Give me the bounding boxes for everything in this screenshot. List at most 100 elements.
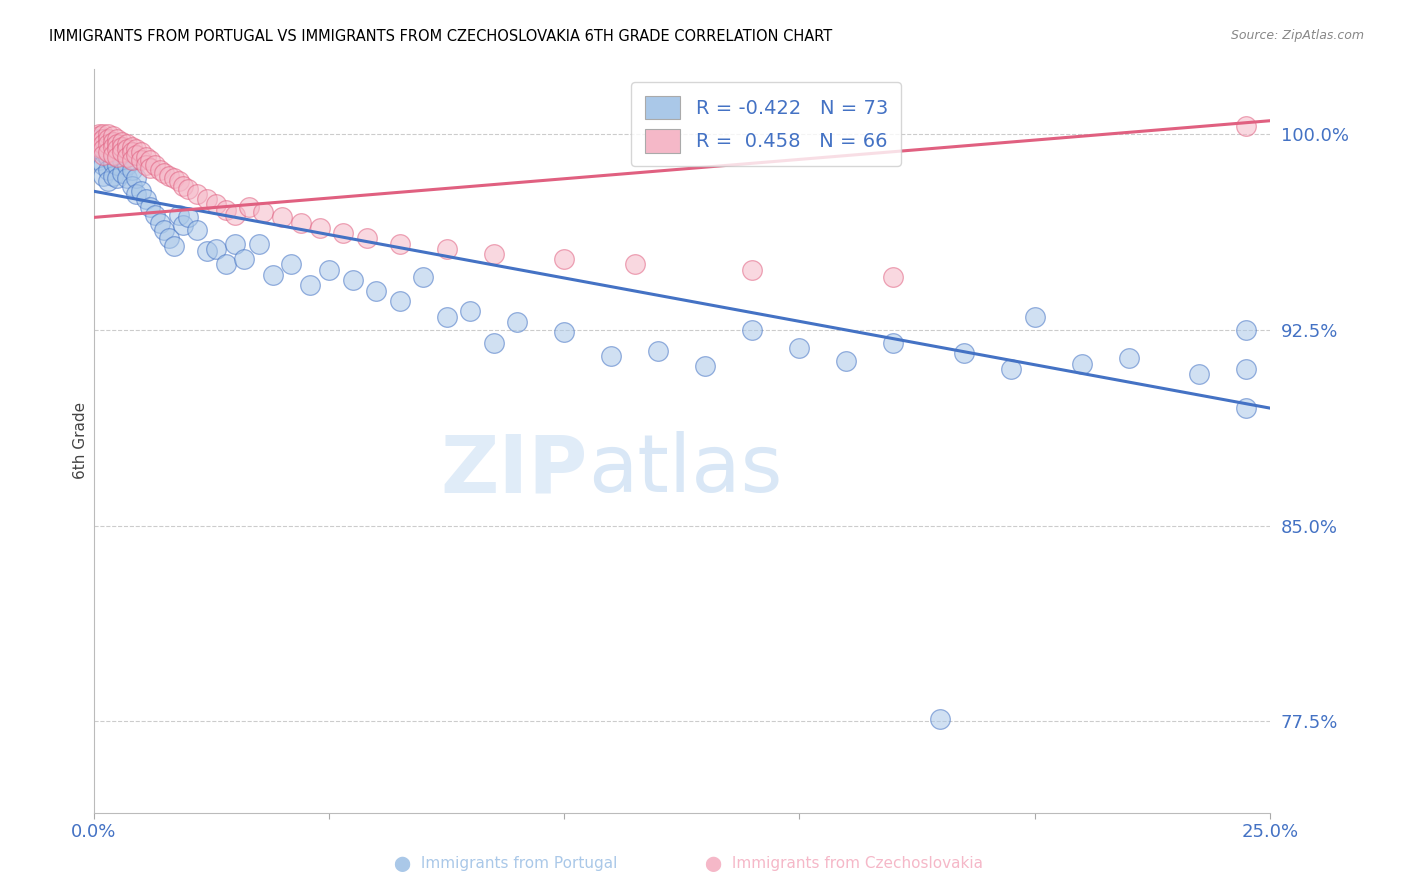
Point bbox=[153, 166, 176, 180]
Point bbox=[172, 179, 194, 194]
Text: Source: ZipAtlas.com: Source: ZipAtlas.com bbox=[1230, 29, 1364, 42]
Point bbox=[1000, 362, 1022, 376]
Text: ⬤  Immigrants from Czechoslovakia: ⬤ Immigrants from Czechoslovakia bbox=[704, 856, 983, 872]
Point bbox=[91, 169, 114, 183]
Point bbox=[356, 231, 378, 245]
Point bbox=[157, 169, 180, 183]
Point bbox=[91, 145, 114, 160]
Point bbox=[101, 140, 124, 154]
Point bbox=[412, 270, 434, 285]
Point bbox=[482, 335, 505, 350]
Point bbox=[91, 137, 114, 152]
Point bbox=[87, 127, 110, 141]
Legend: R = -0.422   N = 73, R =  0.458   N = 66: R = -0.422 N = 73, R = 0.458 N = 66 bbox=[631, 82, 901, 166]
Point bbox=[129, 145, 152, 160]
Point bbox=[342, 273, 364, 287]
Point bbox=[121, 145, 143, 160]
Point bbox=[600, 349, 623, 363]
Point bbox=[135, 150, 157, 164]
Point bbox=[1234, 323, 1257, 337]
Point bbox=[107, 143, 129, 157]
Point bbox=[366, 284, 388, 298]
Point bbox=[1070, 357, 1092, 371]
Point bbox=[135, 192, 157, 206]
Point bbox=[299, 278, 322, 293]
Point bbox=[87, 143, 110, 157]
Point bbox=[129, 184, 152, 198]
Point bbox=[101, 155, 124, 169]
Text: atlas: atlas bbox=[588, 432, 782, 509]
Point bbox=[882, 270, 904, 285]
Point bbox=[125, 143, 148, 157]
Point bbox=[167, 208, 190, 222]
Point bbox=[125, 186, 148, 201]
Point bbox=[115, 137, 138, 152]
Point bbox=[101, 135, 124, 149]
Y-axis label: 6th Grade: 6th Grade bbox=[73, 402, 89, 479]
Point bbox=[91, 143, 114, 157]
Point bbox=[87, 153, 110, 167]
Point bbox=[115, 143, 138, 157]
Point bbox=[125, 147, 148, 161]
Point bbox=[139, 153, 162, 167]
Point bbox=[135, 158, 157, 172]
Point bbox=[91, 132, 114, 146]
Point bbox=[115, 158, 138, 172]
Point bbox=[97, 163, 120, 178]
Point bbox=[332, 226, 354, 240]
Point bbox=[695, 359, 717, 374]
Point bbox=[1234, 401, 1257, 415]
Point bbox=[233, 252, 256, 267]
Point bbox=[153, 223, 176, 237]
Point bbox=[107, 132, 129, 146]
Point bbox=[238, 200, 260, 214]
Point bbox=[107, 171, 129, 186]
Text: ZIP: ZIP bbox=[440, 432, 588, 509]
Point bbox=[101, 147, 124, 161]
Point bbox=[1234, 119, 1257, 133]
Point bbox=[143, 158, 166, 172]
Point bbox=[107, 158, 129, 172]
Point bbox=[87, 129, 110, 144]
Point bbox=[125, 171, 148, 186]
Point bbox=[139, 161, 162, 175]
Point bbox=[111, 166, 134, 180]
Point bbox=[882, 335, 904, 350]
Point bbox=[107, 145, 129, 160]
Point bbox=[149, 216, 172, 230]
Point bbox=[107, 137, 129, 152]
Point bbox=[271, 211, 294, 225]
Point bbox=[121, 153, 143, 167]
Point bbox=[101, 140, 124, 154]
Text: IMMIGRANTS FROM PORTUGAL VS IMMIGRANTS FROM CZECHOSLOVAKIA 6TH GRADE CORRELATION: IMMIGRANTS FROM PORTUGAL VS IMMIGRANTS F… bbox=[49, 29, 832, 44]
Point bbox=[111, 140, 134, 154]
Point bbox=[121, 163, 143, 178]
Point bbox=[91, 158, 114, 172]
Point bbox=[129, 153, 152, 167]
Point bbox=[214, 202, 236, 217]
Point bbox=[91, 147, 114, 161]
Point bbox=[121, 179, 143, 194]
Point bbox=[482, 247, 505, 261]
Point bbox=[115, 150, 138, 164]
Point bbox=[177, 211, 200, 225]
Point bbox=[280, 257, 302, 271]
Point bbox=[647, 343, 669, 358]
Point bbox=[553, 252, 575, 267]
Point bbox=[1234, 362, 1257, 376]
Point bbox=[247, 236, 270, 251]
Point bbox=[115, 171, 138, 186]
Point bbox=[157, 231, 180, 245]
Point bbox=[111, 135, 134, 149]
Point bbox=[252, 205, 274, 219]
Point bbox=[553, 326, 575, 340]
Point bbox=[97, 135, 120, 149]
Point bbox=[97, 150, 120, 164]
Point bbox=[97, 145, 120, 160]
Point bbox=[163, 239, 186, 253]
Point bbox=[186, 223, 208, 237]
Point bbox=[87, 140, 110, 154]
Point bbox=[953, 346, 976, 360]
Point bbox=[111, 153, 134, 167]
Point bbox=[436, 242, 458, 256]
